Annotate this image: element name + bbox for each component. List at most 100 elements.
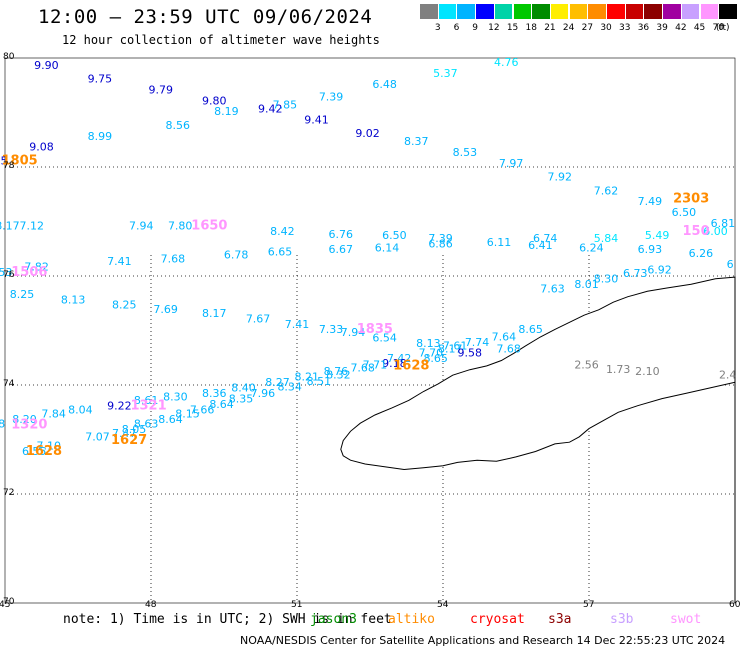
pass-time-label: 2303	[673, 191, 709, 206]
pass-time-label: 1835	[357, 322, 393, 337]
wave-height-value: 2.10	[635, 365, 660, 378]
wave-height-value: 8.65	[423, 352, 448, 365]
legend-label: 9	[472, 23, 478, 33]
wave-height-value: 8.27	[265, 376, 290, 389]
wave-height-value: 6.24	[579, 241, 604, 254]
legend-swatch	[420, 4, 438, 19]
wave-height-value: 8.19	[214, 105, 239, 118]
legend-swatch	[457, 4, 475, 19]
longitude-tick: 51	[291, 600, 303, 610]
legend-swatch	[532, 4, 550, 19]
latitude-tick: 76	[3, 270, 15, 280]
wave-height-value: 7.61	[443, 340, 468, 353]
wave-height-value: 7.70	[419, 347, 444, 360]
wave-height-value: 7.64	[492, 330, 517, 343]
wave-height-value: 6	[727, 258, 734, 271]
legend-label: 18	[525, 23, 537, 33]
wave-height-value: 8.37	[404, 135, 429, 148]
latitude-tick: 70	[3, 597, 15, 607]
legend-label: 45	[693, 23, 706, 33]
wave-height-value: 7.69	[153, 303, 178, 316]
wave-height-value: 7.84	[41, 408, 66, 421]
legend-label: 12	[488, 23, 500, 33]
wave-height-value: 9.18	[382, 357, 407, 370]
wave-height-value: 8.17	[202, 307, 227, 320]
legend-swatch	[513, 4, 531, 19]
wave-height-value: 6.81	[711, 217, 736, 230]
wave-height-value: 6.78	[224, 249, 249, 262]
wave-height-value: 7.94	[341, 326, 366, 339]
satellite-legend-item: swot	[670, 612, 702, 627]
wave-height-value: 8.64	[158, 413, 183, 426]
wave-height-value: 7.66	[190, 403, 215, 416]
wave-height-value: 7.96	[251, 387, 276, 400]
wave-height-value: 8.30	[163, 390, 188, 403]
legend-label: 42	[675, 23, 687, 33]
map-title: 12:00 — 23:59 UTC 09/06/2024	[38, 6, 373, 28]
pass-time-label: 1628	[393, 359, 429, 374]
legend-swatch	[438, 4, 457, 19]
satellite-legend-item: cryosat	[470, 612, 525, 627]
wave-height-value: 8.56	[166, 119, 191, 132]
wave-height-value: 6.14	[375, 241, 400, 254]
wave-height-value: 6.50	[672, 206, 697, 219]
wave-height-value: 5.37	[433, 67, 458, 80]
wave-height-value: 7.49	[638, 195, 663, 208]
legend-swatch	[607, 4, 625, 19]
wave-height-value: 7.68	[496, 342, 521, 355]
longitude-tick: 57	[583, 600, 595, 610]
wave-height-value: 8.04	[68, 403, 93, 416]
wave-height-value: 7.39	[319, 91, 344, 104]
wave-height-value: 8.42	[270, 225, 295, 238]
wave-height-value: 6.11	[487, 236, 512, 249]
legend-swatch	[681, 4, 700, 19]
legend-label: 27	[581, 23, 594, 33]
wave-height-value: 9.02	[355, 127, 380, 140]
wave-height-value: 6.53	[0, 266, 12, 279]
wave-height-value: 8.25	[10, 288, 35, 301]
wave-height-value: 8.36	[202, 387, 227, 400]
legend-label: 24	[562, 23, 575, 33]
map-subtitle: 12 hour collection of altimeter wave hei…	[62, 33, 380, 47]
longitude-tick: 60	[729, 600, 740, 610]
legend-swatch	[719, 4, 737, 19]
wave-height-value: 6.65	[268, 245, 293, 258]
wave-height-value: 8.20	[12, 413, 37, 426]
wave-height-value: 6.86	[428, 238, 453, 251]
wave-height-value: 8.30	[594, 273, 619, 286]
wave-height-value: 6.67	[329, 243, 354, 256]
latitude-tick: 80	[3, 52, 15, 62]
wave-height-value: 7.71	[363, 359, 388, 372]
wave-height-value: 7.07	[85, 431, 110, 444]
satellite-legend-item: jason3	[310, 612, 357, 627]
wave-height-value: 7.41	[107, 255, 132, 268]
latitude-tick: 72	[3, 488, 15, 498]
wave-height-value: 7.10	[37, 439, 62, 452]
legend-swatch	[569, 4, 588, 19]
pass-time-label: 1650	[191, 219, 227, 234]
novaya-zemlya-coastline	[340, 276, 736, 603]
wave-height-value: 2.56	[574, 359, 599, 372]
wave-height-value: 9.41	[304, 113, 329, 126]
wave-height-value: 6.76	[329, 228, 354, 241]
wave-height-value: 7.97	[499, 157, 524, 170]
wave-height-value: 9.55	[0, 154, 8, 167]
latitude-tick: 78	[3, 161, 15, 171]
wave-height-value: 8.76	[324, 365, 349, 378]
wave-height-value: 7.92	[548, 171, 573, 184]
wave-height-value: 8.13	[416, 337, 441, 350]
legend-label: 33	[619, 23, 631, 33]
legend-swatch	[476, 4, 494, 19]
legend-swatch	[700, 4, 718, 19]
satellite-legend-item: s3a	[548, 612, 572, 627]
pass-time-label: 1320	[11, 418, 47, 433]
wave-height-value: 7.85	[273, 99, 298, 112]
wave-height-value: 4.76	[494, 56, 519, 69]
wave-height-value: 6.48	[372, 78, 397, 91]
wave-height-value: 8.64	[209, 398, 234, 411]
wave-height-value: 7.42	[387, 352, 412, 365]
legend-label: 39	[656, 23, 668, 33]
credit-line: NOAA/NESDIS Center for Satellite Applica…	[240, 634, 726, 647]
legend-label: 30	[600, 23, 612, 33]
